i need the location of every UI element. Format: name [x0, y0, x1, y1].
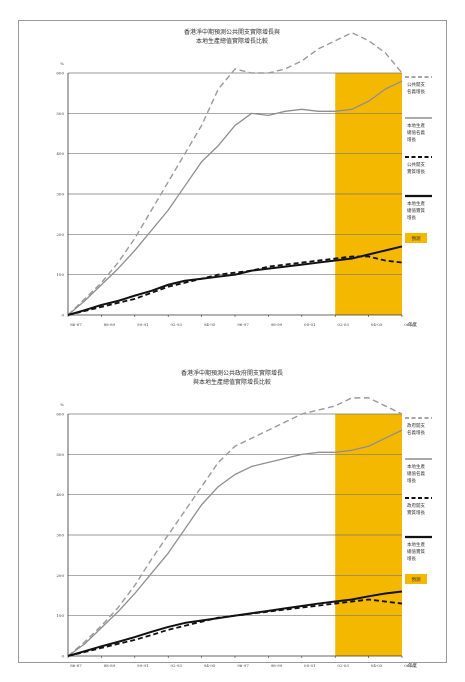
- legend-label: 本地生產: [407, 122, 425, 129]
- x-tick-label: 86-87: [70, 322, 82, 327]
- legend-forecast-swatch: [405, 574, 427, 584]
- legend-label: 名義增長: [407, 429, 425, 436]
- x-tick-label: 92-93: [170, 663, 182, 668]
- series-line-1: [67, 31, 403, 316]
- x-tick-label: 92-93: [170, 322, 182, 327]
- x-tick-label: 88-89: [104, 322, 116, 327]
- y-tick-label: 400: [56, 492, 64, 497]
- legend-label: 增長: [407, 214, 416, 221]
- series-line-4: [67, 590, 403, 657]
- x-tick-label: 98-99: [271, 322, 283, 327]
- x-tick-label: 04-05: [371, 663, 383, 668]
- x-tick-label: 96-97: [237, 663, 249, 668]
- x-tick-label: 94-95: [204, 663, 216, 668]
- x-tick-label: 00-01: [304, 663, 316, 668]
- series-line-3: [67, 255, 403, 316]
- legend-label: 增長: [407, 555, 416, 562]
- y-tick-label: 400: [56, 151, 64, 156]
- x-axis-label: 年度: [408, 662, 417, 669]
- legend-label: 本地生產: [407, 541, 425, 548]
- y-tick-label: 300: [56, 533, 64, 538]
- y-tick-label: 500: [56, 111, 64, 116]
- legend-label: 實質增長: [407, 509, 425, 516]
- legend-label: 公共開支: [407, 81, 425, 88]
- x-tick-label: 00-01: [304, 322, 316, 327]
- legend-forecast-label: 預測: [412, 235, 421, 242]
- series-line-2: [67, 80, 403, 316]
- legend-label: 增長: [407, 136, 416, 143]
- legend-label: 增長: [407, 477, 416, 484]
- x-tick-label: 94-95: [204, 322, 216, 327]
- y-axis-label: %: [60, 402, 64, 407]
- series-line-1: [67, 397, 403, 657]
- x-tick-label: 06-07: [404, 663, 416, 668]
- chart-subtitle: 本地生產總值實際增長比較: [196, 37, 268, 45]
- y-tick-label: 500: [56, 452, 64, 457]
- chart-subtitle: 與本地生產總值實際增長比較: [193, 378, 271, 386]
- x-tick-label: 04-05: [371, 322, 383, 327]
- y-tick-label: 200: [56, 232, 64, 237]
- legend-label: 總值名義: [407, 470, 425, 477]
- x-tick-label: 98-99: [271, 663, 283, 668]
- x-tick-label: 90-91: [137, 663, 149, 668]
- x-tick-label: 02-03: [337, 663, 349, 668]
- y-tick-label: 200: [56, 573, 64, 578]
- legend-label: 總值實質: [407, 207, 425, 214]
- series-line-4: [67, 245, 403, 316]
- x-tick-label: 06-07: [404, 322, 416, 327]
- x-axis-label: 年度: [408, 321, 417, 328]
- x-tick-label: 86-87: [70, 663, 82, 668]
- x-tick-label: 96-97: [237, 322, 249, 327]
- legend-label: 總值名義: [407, 129, 425, 136]
- legend-forecast-swatch: [405, 233, 427, 243]
- y-tick-label: 600: [56, 412, 64, 417]
- y-tick-label: 300: [56, 192, 64, 197]
- x-tick-label: 88-89: [104, 663, 116, 668]
- y-tick-label: 100: [56, 613, 64, 618]
- legend-label: 總值實質: [407, 548, 425, 555]
- legend-forecast-label: 預測: [412, 576, 421, 583]
- legend-label: 政府開支: [407, 422, 425, 429]
- legend-label: 名義增長: [407, 88, 425, 95]
- legend-label: 本地生產: [407, 463, 425, 470]
- y-tick-label: 600: [56, 71, 64, 76]
- y-axis-label: %: [60, 61, 64, 66]
- x-tick-label: 90-91: [137, 322, 149, 327]
- legend-label: 公共開支: [407, 161, 425, 168]
- y-tick-label: 100: [56, 272, 64, 277]
- legend-label: 政府開支: [407, 502, 425, 509]
- chart-title: 香港淨中期預測公共政府開支實際增長: [181, 369, 283, 377]
- y-tick-label: 0: [61, 654, 64, 659]
- legend-label: 實質增長: [407, 168, 425, 175]
- chart-title: 香港淨中期預測公共開支實際增長與: [184, 28, 280, 36]
- legend-label: 本地生產: [407, 200, 425, 207]
- y-tick-label: 0: [61, 313, 64, 318]
- series-line-2: [67, 429, 403, 657]
- x-tick-label: 02-03: [337, 322, 349, 327]
